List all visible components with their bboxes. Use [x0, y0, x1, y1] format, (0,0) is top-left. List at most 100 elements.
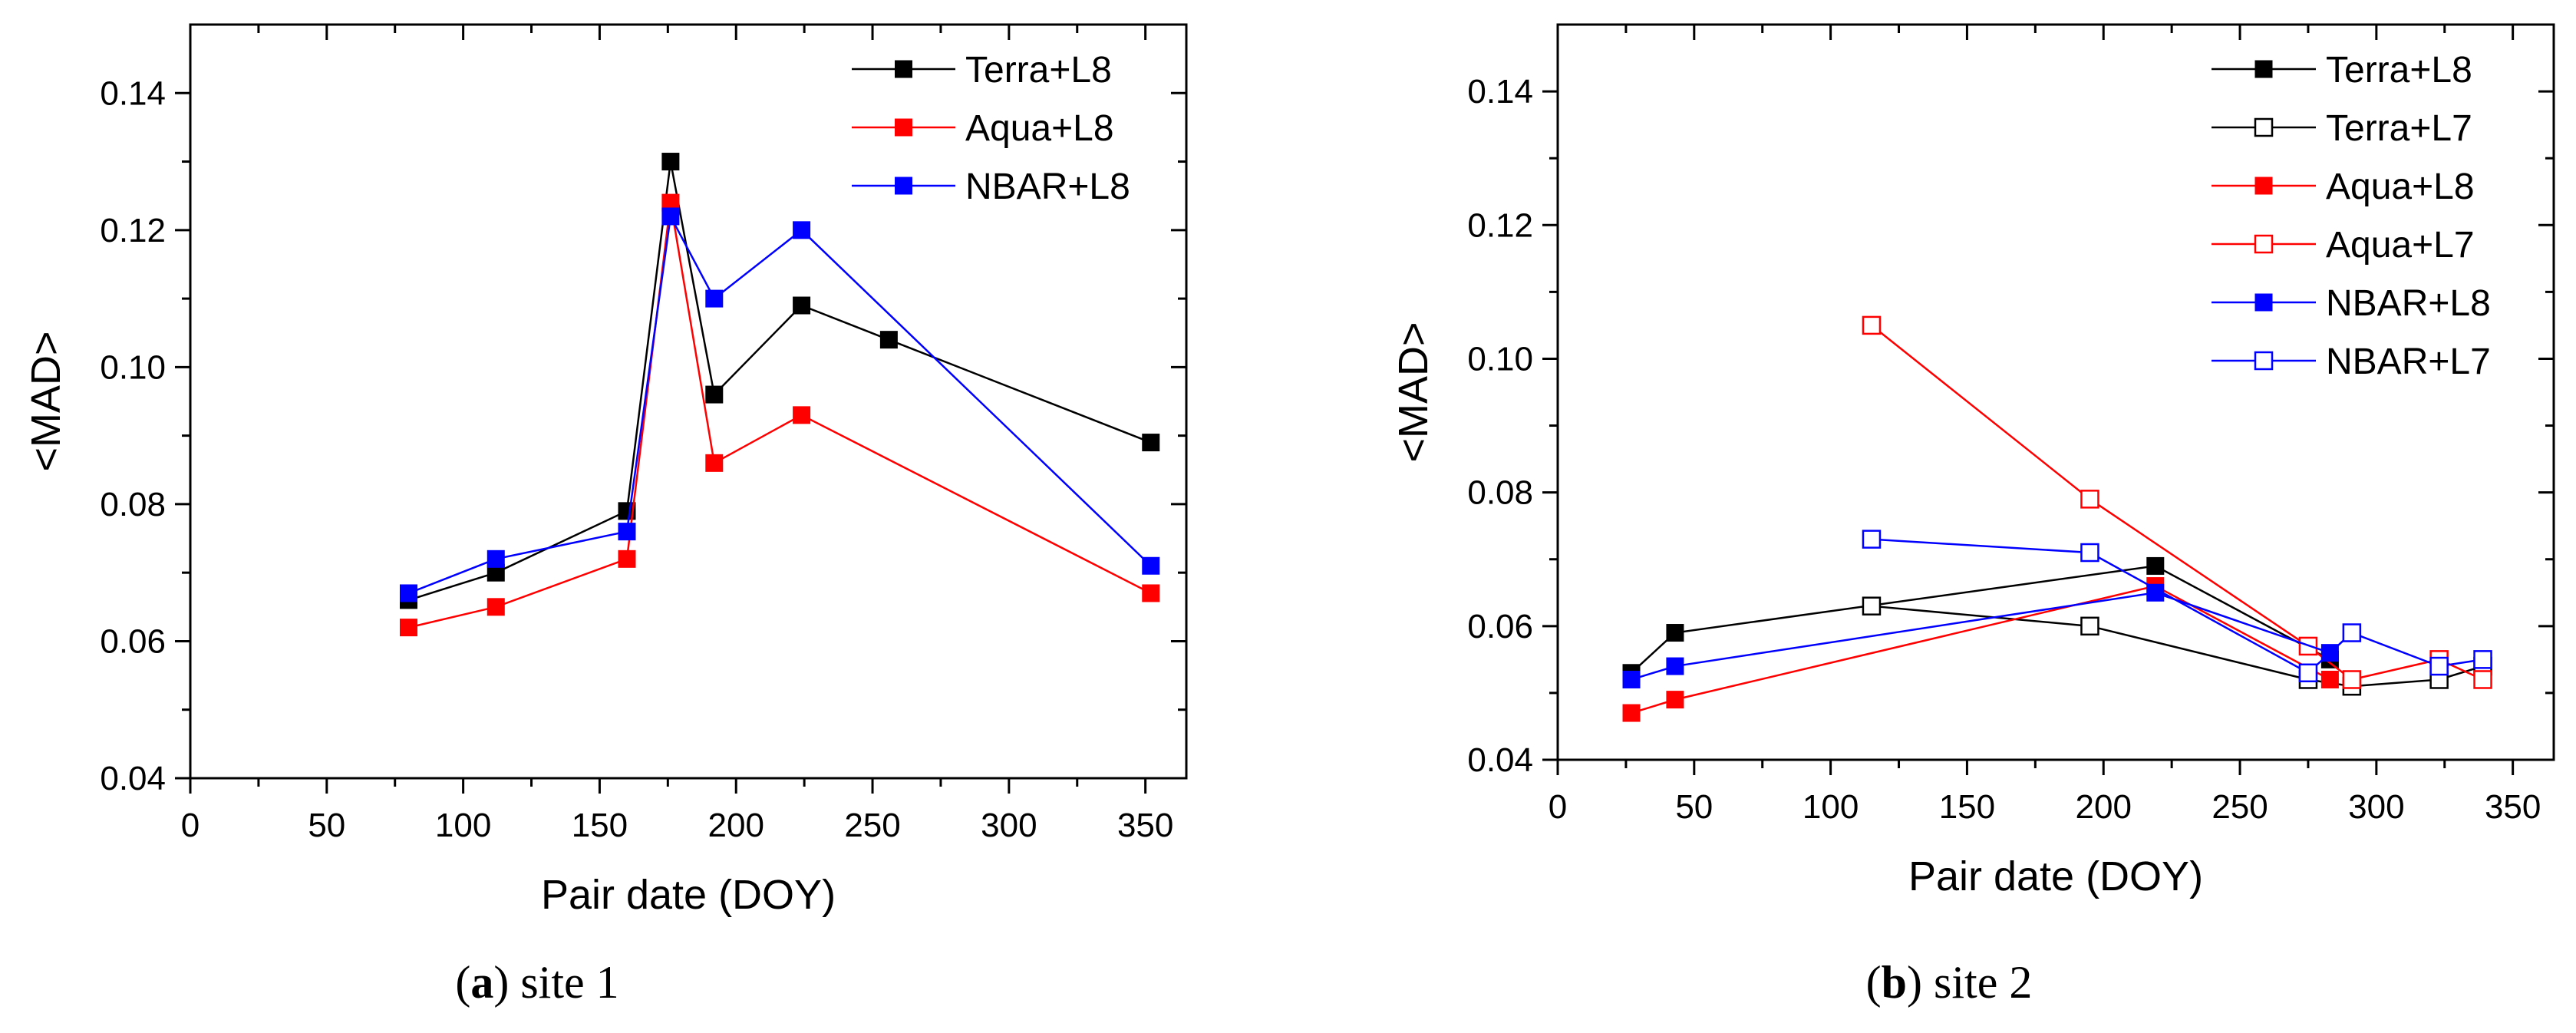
legend-item: Terra+L7 [2212, 108, 2472, 149]
y-tick-label: 0.14 [1467, 73, 1533, 111]
series-line-Terra+L8 [1631, 565, 2330, 674]
x-tick-label: 0 [181, 807, 200, 844]
x-tick-label: 250 [2212, 788, 2268, 826]
legend-label: NBAR+L8 [965, 167, 1130, 207]
legend-label: Aqua+L8 [965, 108, 1114, 149]
x-tick-label: 350 [1117, 807, 1173, 844]
series-line-NBAR+L8 [1631, 591, 2330, 681]
caption-open-paren: ( [1866, 957, 1882, 1008]
data-point [1622, 670, 1641, 688]
legend-item: Aqua+L8 [2212, 167, 2475, 207]
legend-marker [895, 60, 912, 78]
legend-item: Aqua+L8 [852, 108, 1114, 149]
data-point [2298, 663, 2318, 683]
caption-text: site 1 [520, 957, 618, 1008]
x-tick-label: 150 [1939, 788, 1995, 826]
x-tick-label: 300 [2348, 788, 2404, 826]
series-line-Terra+L8 [408, 161, 1152, 602]
data-point [399, 619, 417, 637]
y-tick-label: 0.06 [1467, 608, 1533, 645]
legend-item: Terra+L8 [852, 50, 1112, 91]
panel-caption: (b) site 2 [1866, 957, 2033, 1008]
x-tick-label: 100 [435, 807, 491, 844]
caption-panel-label: b [1882, 957, 1907, 1008]
panel-caption: (a) site 1 [455, 957, 618, 1008]
legend-label: Terra+L8 [2326, 50, 2472, 91]
y-tick-label: 0.12 [100, 212, 166, 249]
data-point [1862, 530, 1882, 549]
y-tick-label: 0.08 [100, 486, 166, 523]
legend-item: Terra+L8 [2212, 50, 2472, 91]
x-tick-label: 300 [981, 807, 1037, 844]
data-point [2473, 670, 2492, 689]
y-tick-label: 0.04 [100, 760, 166, 797]
data-point [705, 289, 724, 308]
caption-close-paren: ) [1907, 957, 1934, 1008]
plot-frame [1556, 23, 2555, 761]
legend-marker [895, 177, 912, 195]
data-point [2146, 556, 2165, 575]
x-axis-label: Pair date (DOY) [1908, 853, 2203, 899]
x-tick-label: 100 [1803, 788, 1859, 826]
data-point [399, 584, 417, 602]
x-tick-label: 50 [308, 807, 345, 844]
y-tick-label: 0.12 [1467, 206, 1533, 244]
x-tick-label: 150 [572, 807, 628, 844]
data-point [2473, 650, 2492, 669]
data-point [1666, 657, 1684, 675]
caption-open-paren: ( [455, 957, 470, 1008]
legend-marker [2254, 177, 2273, 195]
x-axis-label: Pair date (DOY) [541, 872, 836, 918]
x-tick-label: 50 [1675, 788, 1713, 826]
data-point [1622, 704, 1641, 722]
legend-item: NBAR+L8 [852, 167, 1130, 207]
data-point [618, 523, 636, 541]
chart-panel-b: 0 50 100 150 200 250 300 350 0.04 0.06 0.08 0.10 0.1… [1390, 23, 2555, 1008]
data-point [1142, 584, 1160, 602]
caption-text: site 2 [1934, 957, 2032, 1008]
legend-label: NBAR+L7 [2326, 342, 2491, 382]
x-tick-label: 350 [2485, 788, 2541, 826]
data-point [661, 153, 680, 171]
legend-marker [2254, 293, 2273, 312]
legend-label: Terra+L8 [965, 50, 1112, 91]
series-line-Aqua+L8 [408, 202, 1152, 629]
legend-marker [2254, 234, 2274, 254]
data-point [1666, 691, 1684, 709]
data-point [2080, 616, 2099, 636]
legend-label: Terra+L7 [2326, 108, 2472, 149]
legend-marker [2254, 351, 2274, 371]
data-point [487, 550, 505, 568]
data-point [793, 221, 811, 239]
data-point [1142, 556, 1160, 575]
y-tick-label: 0.10 [100, 348, 166, 386]
data-point [1666, 624, 1684, 642]
data-point [661, 207, 680, 226]
chart-panel-a: 0 50 100 150 200 250 300 350 0.04 0.06 0.08 0.10 0.1… [23, 23, 1188, 1008]
legend-item: Aqua+L7 [2212, 225, 2475, 266]
data-point [705, 454, 724, 472]
data-point [2080, 543, 2099, 563]
legend-item: NBAR+L8 [2212, 283, 2491, 324]
legend-label: Aqua+L8 [2326, 167, 2475, 207]
legend-marker [895, 118, 912, 137]
data-point [793, 406, 811, 424]
y-tick-label: 0.06 [100, 622, 166, 660]
data-point [2342, 670, 2362, 689]
data-point [1862, 315, 1882, 335]
legend-marker [2254, 60, 2273, 78]
data-point [2320, 670, 2339, 688]
y-tick-label: 0.14 [100, 74, 166, 112]
data-point [2429, 656, 2449, 676]
data-point [487, 598, 505, 616]
series-line-Aqua+L8 [1631, 585, 2330, 715]
data-point [2080, 490, 2099, 509]
x-tick-label: 0 [1549, 788, 1567, 826]
y-axis-label: <MAD> [1390, 322, 1436, 462]
plot-frame [189, 23, 1188, 780]
legend-label: Aqua+L7 [2326, 225, 2475, 266]
caption-close-paren: ) [493, 957, 520, 1008]
data-point [1862, 596, 1882, 616]
data-point [793, 296, 811, 315]
